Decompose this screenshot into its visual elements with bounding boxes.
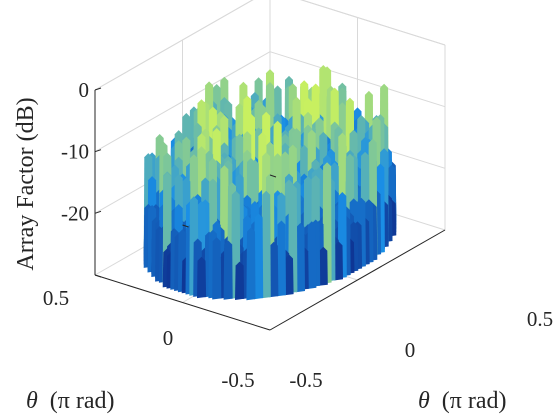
surface [143,65,397,301]
x-tick-label: 0 [405,338,416,362]
y-tick-label: -0.5 [221,368,254,392]
y-tick-label: 0.5 [43,286,69,310]
y-axis-label-symbol: θ [26,388,38,414]
z-tick-mark [94,149,102,153]
surface-peak [318,246,328,286]
box-edge-back-top [300,0,446,46]
x-axis-label-unit: (π rad) [442,388,507,414]
z-tick-mark [94,87,102,91]
axes [94,87,446,331]
z-tick-label: -20 [61,201,89,225]
z-axis-label: Array Factor (dB) [13,97,39,270]
x-axis-label-symbol: θ [418,388,430,414]
surface-peak [212,237,222,300]
surface-peak [295,223,305,293]
tick-labels: 0 -10 -20 0.5 0 -0.5 -0.5 0 0.5 [43,78,553,392]
y-axis-line [269,229,446,331]
y-tick-mark [94,274,102,278]
x-tick-label: 0.5 [527,307,553,331]
y-axis-label: θ (π rad) [26,388,115,414]
surface-peak [284,254,294,296]
y-tick-mark [269,174,277,178]
y-tick-mark [182,224,189,228]
surface-peak [197,256,207,299]
surface-peak [269,241,279,298]
x-axis-line [94,274,271,331]
x-tick-label: -0.5 [289,368,322,392]
z-tick-mark [94,210,102,214]
x-axis-label: θ (π rad) [418,388,507,414]
y-tick-label: 0 [163,326,174,350]
surface-peak [235,261,245,300]
surface-peak [333,241,343,281]
surface-peak [254,213,264,300]
surface-peak [246,227,256,301]
surface-peak [223,240,233,300]
surface-peak [276,220,286,297]
y-axis-label-unit: (π rad) [50,388,115,414]
box-edge-left-top [94,0,254,91]
z-tick-label: 0 [79,78,90,102]
surface-peak [261,190,271,299]
z-tick-label: -10 [61,140,89,164]
surface-peak [307,221,317,289]
